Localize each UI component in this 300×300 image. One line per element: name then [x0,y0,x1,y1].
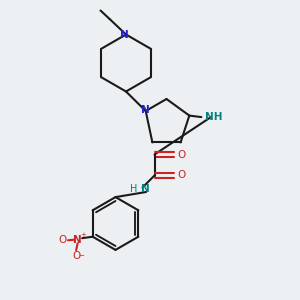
Text: N: N [120,29,129,40]
Text: N: N [73,235,81,245]
Text: O: O [72,251,80,261]
Text: −: − [79,253,85,259]
Text: N: N [141,184,150,194]
Text: O: O [58,235,67,245]
Text: N: N [141,105,150,116]
Text: H: H [130,184,137,194]
Text: +: + [80,232,86,238]
Text: NH: NH [205,112,223,122]
Text: O: O [178,149,186,160]
Text: O: O [178,170,186,181]
